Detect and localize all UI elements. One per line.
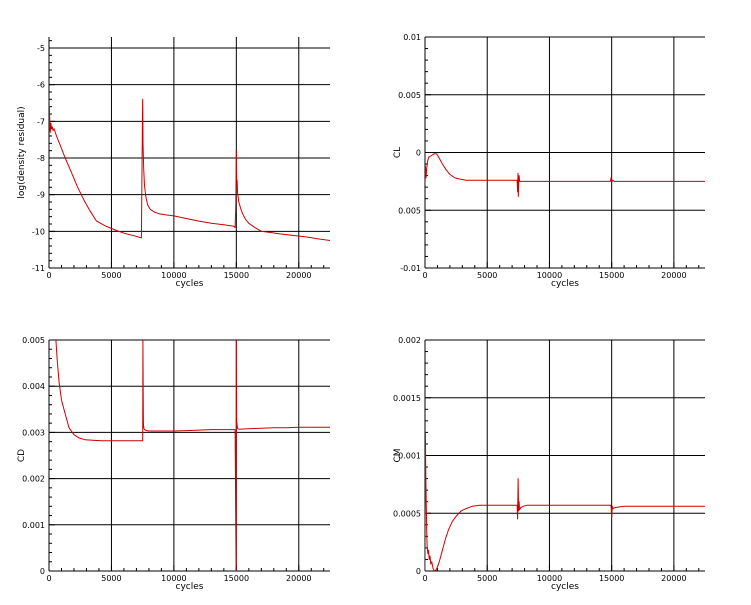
residual-chart: 0 5000 10000 15000 20000 -11 -10 -9 -8 -7 -6 -5 cycl… bbox=[17, 37, 330, 289]
cl-x-tick-label: 15000 bbox=[599, 271, 624, 280]
residual-x-tick-label: 0 bbox=[46, 271, 51, 280]
cl-y-tick-label: 0.005 bbox=[398, 91, 421, 100]
cd-x-tick-label: 15000 bbox=[224, 574, 249, 583]
residual-y-tick-label: -7 bbox=[37, 117, 45, 126]
cm-x-tick-label: 5000 bbox=[477, 574, 497, 583]
cd-x-tick-label: 5000 bbox=[101, 574, 121, 583]
residual-x-tick-label: 10000 bbox=[161, 271, 186, 280]
cm-x-axis-label: cycles bbox=[551, 582, 579, 592]
cm-y-tick-label: 0.0015 bbox=[393, 394, 421, 403]
cd-x-tick-label: 10000 bbox=[161, 574, 186, 583]
residual-y-tick-label: -8 bbox=[37, 154, 45, 163]
residual-y-axis-label: log(density residual) bbox=[17, 106, 27, 198]
cl-y-tick-label: 0 bbox=[416, 149, 421, 158]
cl-y-axis-label: CL bbox=[393, 147, 403, 158]
cm-x-tick-label: 0 bbox=[422, 574, 427, 583]
cl-x-tick-label: 10000 bbox=[537, 271, 562, 280]
residual-series-line bbox=[49, 98, 330, 241]
cm-x-tick-label: 10000 bbox=[537, 574, 562, 583]
cm-y-tick-label: 0 bbox=[416, 567, 421, 576]
cm-y-tick-label: 0.001 bbox=[398, 452, 421, 461]
cm-x-tick-label: 20000 bbox=[661, 574, 686, 583]
residual-x-tick-label: 15000 bbox=[224, 271, 249, 280]
cd-chart: 0 5000 10000 15000 20000 0 0.001 0.002 0.003 0.00… bbox=[17, 336, 330, 592]
cd-y-tick-label: 0.001 bbox=[22, 521, 45, 530]
cm-y-axis-label: CM bbox=[393, 448, 403, 462]
cm-series-line bbox=[425, 431, 705, 571]
cd-x-tick-label: 20000 bbox=[286, 574, 311, 583]
cl-x-tick-label: 5000 bbox=[477, 271, 497, 280]
cl-x-tick-label: 20000 bbox=[661, 271, 686, 280]
residual-x-tick-label: 5000 bbox=[101, 271, 121, 280]
cd-y-tick-label: 0.003 bbox=[22, 428, 45, 437]
cl-y-tick-label: -0.01 bbox=[400, 264, 421, 273]
cd-series-line bbox=[55, 340, 330, 571]
residual-y-tick-label: -10 bbox=[32, 227, 45, 236]
cd-y-tick-label: 0.005 bbox=[22, 336, 45, 345]
cd-y-tick-label: 0.002 bbox=[22, 475, 45, 484]
cd-x-tick-label: 0 bbox=[46, 574, 51, 583]
cm-x-tick-label: 15000 bbox=[599, 574, 624, 583]
cd-y-tick-label: 0 bbox=[40, 567, 45, 576]
cd-y-tick-label: 0.004 bbox=[22, 382, 45, 391]
cm-chart: 0 5000 10000 15000 20000 0 0.0005 0.001 0.0015 0.… bbox=[393, 336, 705, 592]
cd-y-axis-label: CD bbox=[17, 449, 27, 462]
cm-y-tick-label: 0.002 bbox=[398, 336, 421, 345]
residual-x-tick-label: 20000 bbox=[286, 271, 311, 280]
cl-chart: 0 5000 10000 15000 20000 -0.01 0.005 0 0.005 0.01… bbox=[393, 33, 705, 289]
residual-y-tick-label: -9 bbox=[37, 191, 45, 200]
cl-y-tick-label: 0.005 bbox=[398, 206, 421, 215]
cl-y-tick-label: 0.01 bbox=[403, 33, 421, 42]
residual-x-axis-label: cycles bbox=[176, 279, 204, 289]
residual-y-tick-label: -11 bbox=[32, 264, 45, 273]
cl-x-tick-label: 0 bbox=[422, 271, 427, 280]
residual-y-tick-label: -6 bbox=[37, 81, 45, 90]
cl-x-axis-label: cycles bbox=[551, 279, 579, 289]
cd-x-axis-label: cycles bbox=[176, 582, 204, 592]
cm-y-tick-label: 0.0005 bbox=[393, 509, 421, 518]
cl-series-line bbox=[425, 153, 705, 197]
residual-y-tick-label: -5 bbox=[37, 44, 45, 53]
